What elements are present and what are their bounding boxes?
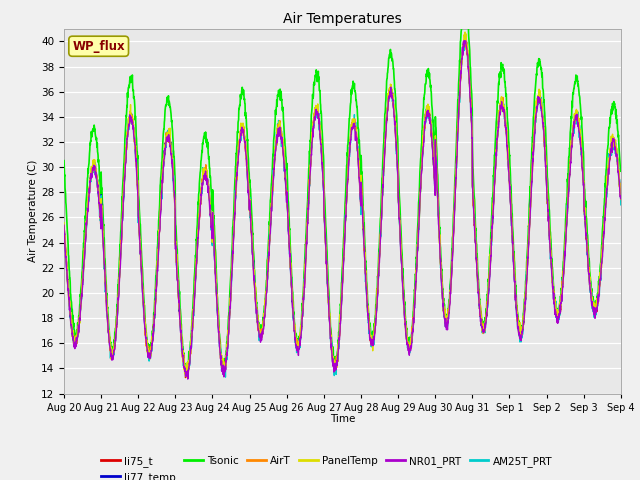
Legend: li75_t, li77_temp, Tsonic, AirT, PanelTemp, NR01_PRT, AM25T_PRT: li75_t, li77_temp, Tsonic, AirT, PanelTe… xyxy=(97,452,556,480)
Text: WP_flux: WP_flux xyxy=(72,40,125,53)
X-axis label: Time: Time xyxy=(330,414,355,424)
Y-axis label: Air Temperature (C): Air Temperature (C) xyxy=(28,160,38,263)
Title: Air Temperatures: Air Temperatures xyxy=(283,12,402,26)
